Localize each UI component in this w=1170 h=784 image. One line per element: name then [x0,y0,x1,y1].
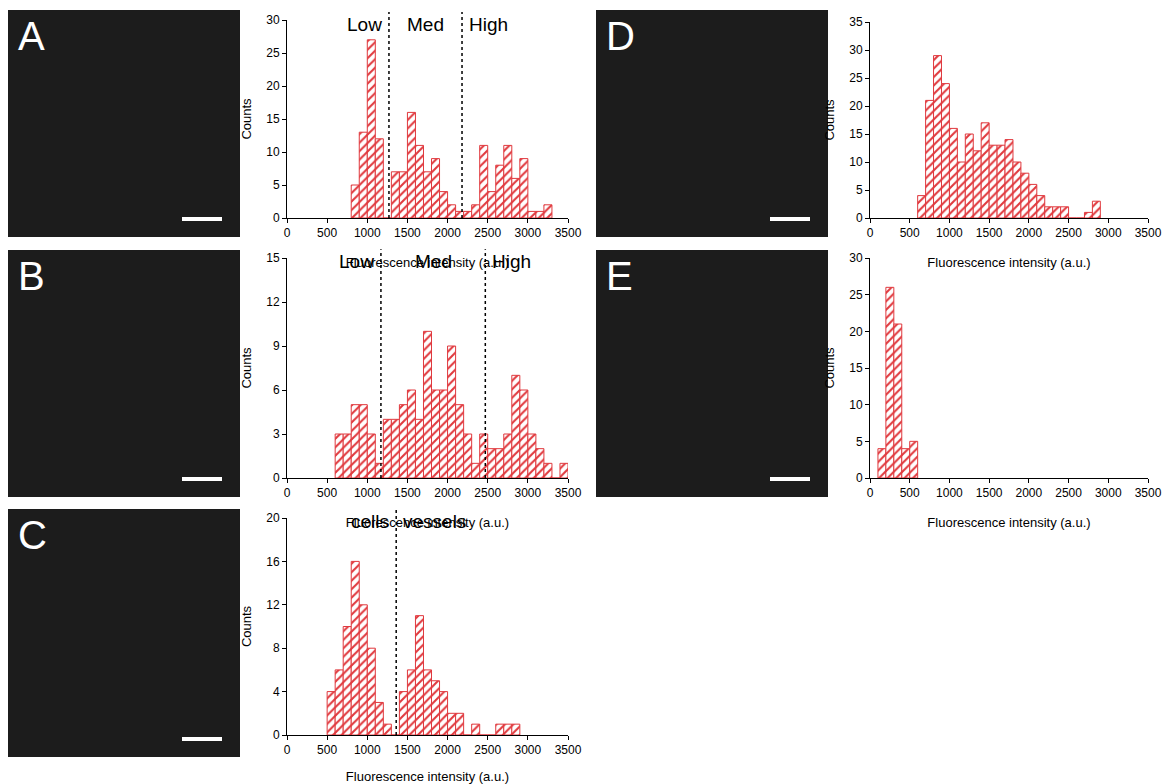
svg-text:30: 30 [849,43,863,57]
svg-text:2000: 2000 [1016,486,1043,500]
svg-text:3000: 3000 [1095,226,1122,240]
svg-text:8: 8 [273,641,280,655]
svg-text:Counts: Counts [822,99,837,141]
svg-text:1000: 1000 [354,226,381,240]
svg-text:20: 20 [849,99,863,113]
svg-text:D: D [606,14,635,58]
svg-text:20: 20 [849,325,863,339]
svg-text:15: 15 [849,361,863,375]
svg-text:2500: 2500 [474,226,501,240]
svg-text:15: 15 [266,112,280,126]
svg-text:5: 5 [856,183,863,197]
svg-text:0: 0 [284,486,291,500]
svg-text:5: 5 [273,178,280,192]
svg-text:2000: 2000 [434,226,461,240]
svg-text:10: 10 [849,155,863,169]
svg-text:25: 25 [849,71,863,85]
svg-text:3000: 3000 [515,226,542,240]
svg-text:C: C [18,513,47,557]
svg-text:0: 0 [856,471,863,485]
svg-text:0: 0 [273,471,280,485]
svg-text:Counts: Counts [822,347,837,389]
svg-text:1000: 1000 [936,486,963,500]
svg-text:cells: cells [351,511,389,532]
svg-text:4: 4 [273,685,280,699]
svg-text:1500: 1500 [976,486,1003,500]
svg-text:35: 35 [849,15,863,29]
svg-text:Fluorescence intensity (a.u.): Fluorescence intensity (a.u.) [346,515,509,530]
svg-text:Counts: Counts [239,605,254,647]
svg-text:0: 0 [867,486,874,500]
svg-text:Counts: Counts [239,98,254,140]
svg-text:20: 20 [266,79,280,93]
svg-text:E: E [606,254,633,298]
svg-text:2000: 2000 [434,743,461,757]
svg-text:2500: 2500 [474,743,501,757]
svg-text:B: B [18,254,45,298]
svg-text:500: 500 [317,486,337,500]
svg-text:0: 0 [284,226,291,240]
svg-text:A: A [18,14,45,58]
svg-text:Med: Med [415,251,452,272]
svg-text:500: 500 [317,226,337,240]
svg-text:15: 15 [849,127,863,141]
svg-text:2000: 2000 [1016,226,1043,240]
svg-text:0: 0 [284,743,291,757]
svg-text:1000: 1000 [354,486,381,500]
svg-text:12: 12 [266,295,280,309]
svg-text:High: High [469,14,508,35]
svg-text:0: 0 [273,728,280,742]
svg-text:0: 0 [856,211,863,225]
svg-text:2500: 2500 [1055,226,1082,240]
svg-text:2500: 2500 [474,486,501,500]
svg-text:5: 5 [856,435,863,449]
svg-text:10: 10 [266,145,280,159]
svg-text:2000: 2000 [434,486,461,500]
svg-text:Low: Low [339,251,374,272]
svg-text:20: 20 [266,511,280,525]
svg-text:3500: 3500 [555,226,582,240]
svg-text:30: 30 [266,13,280,27]
svg-text:Counts: Counts [239,347,254,389]
svg-text:Med: Med [407,14,444,35]
svg-text:25: 25 [266,46,280,60]
svg-text:500: 500 [900,486,920,500]
svg-text:vessels: vessels [403,511,466,532]
svg-text:25: 25 [849,288,863,302]
svg-text:500: 500 [317,743,337,757]
svg-text:Fluorescence intensity (a.u.): Fluorescence intensity (a.u.) [346,769,509,784]
svg-text:3500: 3500 [1135,226,1162,240]
svg-text:500: 500 [900,226,920,240]
svg-text:1000: 1000 [354,743,381,757]
svg-text:30: 30 [849,251,863,265]
svg-text:3000: 3000 [1095,486,1122,500]
svg-text:1000: 1000 [936,226,963,240]
svg-text:0: 0 [867,226,874,240]
svg-text:6: 6 [273,383,280,397]
svg-text:Fluorescence intensity (a.u.): Fluorescence intensity (a.u.) [346,255,509,270]
svg-text:12: 12 [266,598,280,612]
svg-text:Fluorescence intensity (a.u.): Fluorescence intensity (a.u.) [927,255,1090,270]
svg-text:16: 16 [266,555,280,569]
svg-text:1500: 1500 [976,226,1003,240]
svg-text:9: 9 [273,339,280,353]
svg-text:Low: Low [347,14,382,35]
svg-text:0: 0 [273,211,280,225]
svg-text:15: 15 [266,251,280,265]
svg-text:High: High [492,251,531,272]
svg-text:3: 3 [273,427,280,441]
svg-text:3000: 3000 [515,486,542,500]
svg-text:1500: 1500 [394,743,421,757]
svg-text:3500: 3500 [555,486,582,500]
svg-text:3000: 3000 [515,743,542,757]
svg-text:1500: 1500 [394,226,421,240]
svg-text:3500: 3500 [555,743,582,757]
svg-text:1500: 1500 [394,486,421,500]
svg-text:Fluorescence intensity (a.u.): Fluorescence intensity (a.u.) [927,515,1090,530]
svg-text:10: 10 [849,398,863,412]
svg-text:2500: 2500 [1055,486,1082,500]
svg-text:3500: 3500 [1135,486,1162,500]
